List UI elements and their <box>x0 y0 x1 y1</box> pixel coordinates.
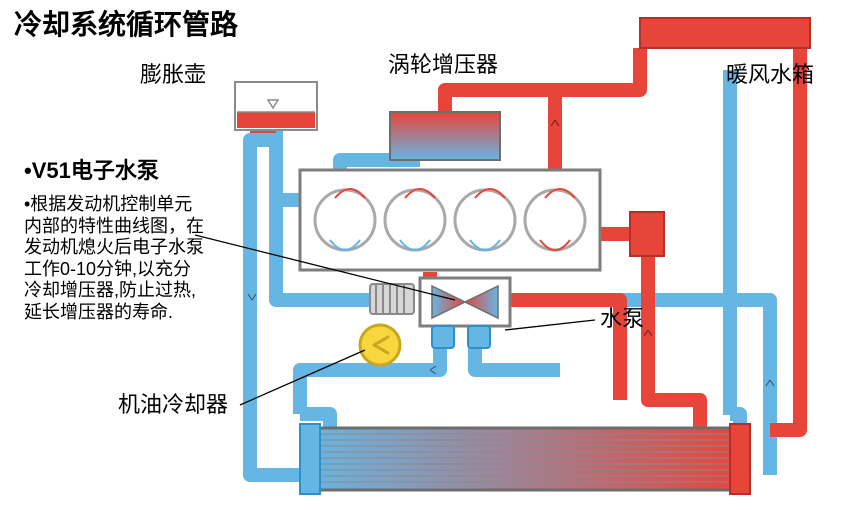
cold-pipes <box>250 70 770 475</box>
aux-red-block <box>630 212 664 256</box>
label-turbocharger: 涡轮增压器 <box>388 52 498 78</box>
label-oil-cooler: 机油冷却器 <box>118 392 228 418</box>
radiator <box>300 424 750 494</box>
v51-heading: •V51电子水泵 <box>24 158 159 184</box>
label-expansion-tank: 膨胀壶 <box>140 62 206 88</box>
v51-description: •根据发动机控制单元内部的特性曲线图，在发动机熄火后电子水泵工作0-10分钟,以… <box>24 194 209 324</box>
turbocharger-box <box>390 112 500 160</box>
cooling-system-diagram: 冷却系统循环管路 膨胀壶 涡轮增压器 暖风水箱 水泵 机油冷却器 •V51电子水… <box>0 0 856 510</box>
label-heater-core: 暖风水箱 <box>726 62 814 88</box>
oil-cooler-icon <box>360 325 400 365</box>
label-water-pump: 水泵 <box>600 306 644 332</box>
engine-block <box>300 170 600 270</box>
expansion-tank <box>235 82 317 130</box>
heater-core-box <box>640 18 810 48</box>
diagram-title: 冷却系统循环管路 <box>14 8 238 42</box>
